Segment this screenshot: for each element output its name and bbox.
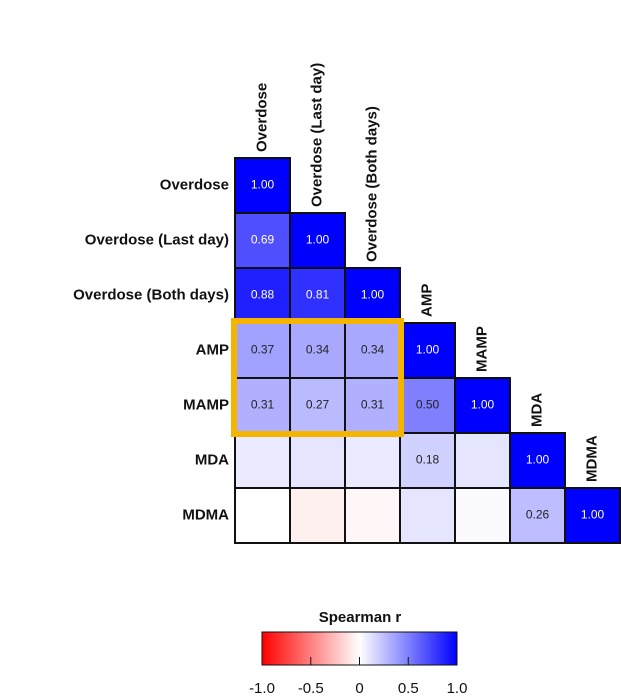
heatmap-cell (509, 432, 566, 489)
colorbar-tick-label: 0 (355, 680, 363, 697)
cell-label: 0.27 (306, 398, 330, 412)
column-label: MDA (528, 393, 545, 427)
colorbar-title: Spearman r (319, 609, 402, 626)
heatmap-cell (289, 377, 346, 434)
column-label: Overdose (253, 83, 270, 152)
heatmap-cell (234, 157, 291, 214)
heatmap-cell (289, 487, 346, 544)
colorbar (261, 631, 458, 666)
row-label: MAMP (183, 396, 229, 413)
heatmap-cell (344, 432, 401, 489)
heatmap-cell (344, 267, 401, 324)
heatmap-cell (399, 432, 456, 489)
column-label: AMP (418, 284, 435, 317)
cell-label: 0.69 (251, 233, 275, 247)
colorbar-tick-label: 1.0 (447, 680, 468, 697)
column-label: MDMA (583, 435, 600, 482)
heatmap-cell (454, 487, 511, 544)
heatmap-cell (564, 487, 621, 544)
cell-label: 0.81 (306, 288, 330, 302)
cell-label: 1.00 (526, 453, 550, 467)
colorbar-tick-label: -0.5 (298, 680, 324, 697)
highlight-box (231, 318, 404, 437)
cell-label: 0.88 (251, 288, 275, 302)
cell-label: 1.00 (471, 398, 495, 412)
row-label: Overdose (160, 176, 229, 193)
cell-label: 1.00 (581, 508, 605, 522)
heatmap-cell (344, 487, 401, 544)
row-label: MDA (195, 451, 229, 468)
cell-label: 1.00 (306, 233, 330, 247)
row-label: Overdose (Both days) (73, 286, 229, 303)
cell-label: 0.31 (361, 398, 385, 412)
cell-label: 0.18 (416, 453, 440, 467)
row-label: MDMA (182, 506, 229, 523)
cell-label: 0.26 (526, 508, 550, 522)
cell-label: 0.37 (251, 343, 275, 357)
cell-label: 1.00 (251, 178, 275, 192)
heatmap-cell (289, 322, 346, 379)
heatmap-cell (454, 432, 511, 489)
cell-label: 1.00 (416, 343, 440, 357)
row-label: Overdose (Last day) (85, 231, 229, 248)
heatmap-cell (234, 432, 291, 489)
cell-label: 1.00 (361, 288, 385, 302)
heatmap-cell (399, 377, 456, 434)
cell-label: 0.34 (306, 343, 330, 357)
colorbar-tick-label: 0.5 (398, 680, 419, 697)
heatmap-cell (399, 487, 456, 544)
heatmap-cell (234, 487, 291, 544)
heatmap-cell (289, 432, 346, 489)
cell-label: 0.34 (361, 343, 385, 357)
column-label: Overdose (Last day) (308, 63, 325, 207)
column-label: Overdose (Both days) (363, 106, 380, 262)
row-label: AMP (196, 341, 229, 358)
cell-label: 0.50 (416, 398, 440, 412)
column-label: MAMP (473, 326, 490, 372)
cell-label: 0.31 (251, 398, 275, 412)
colorbar-tick-label: -1.0 (249, 680, 275, 697)
